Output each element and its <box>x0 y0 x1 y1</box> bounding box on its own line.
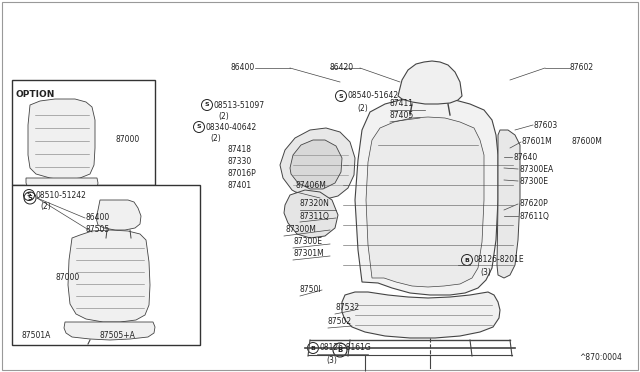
Text: 87502: 87502 <box>328 317 352 327</box>
Text: 87602: 87602 <box>570 64 594 73</box>
Text: 87532: 87532 <box>335 304 359 312</box>
Text: OPTION: OPTION <box>16 90 56 99</box>
Text: 08340-40642: 08340-40642 <box>205 122 256 131</box>
Text: 87405: 87405 <box>390 112 414 121</box>
Text: 87406M: 87406M <box>296 182 327 190</box>
Text: B: B <box>465 257 469 263</box>
Text: 08126-8201E: 08126-8201E <box>473 256 524 264</box>
Polygon shape <box>366 117 484 287</box>
Polygon shape <box>28 99 95 180</box>
Text: 08126-8161G: 08126-8161G <box>319 343 371 353</box>
Text: B: B <box>337 347 342 353</box>
Text: (3): (3) <box>326 356 337 365</box>
Text: 87300E: 87300E <box>294 237 323 247</box>
Text: 87320N: 87320N <box>300 199 330 208</box>
Text: 08510-51242: 08510-51242 <box>35 190 86 199</box>
Text: 87016P: 87016P <box>228 170 257 179</box>
Text: S: S <box>205 103 209 108</box>
Text: 8750l: 8750l <box>300 285 322 295</box>
Text: 87601M: 87601M <box>522 138 553 147</box>
Text: 87603: 87603 <box>534 121 558 129</box>
Bar <box>12 80 155 185</box>
Text: 86400: 86400 <box>231 64 255 73</box>
Polygon shape <box>355 98 498 295</box>
Text: 87611Q: 87611Q <box>519 212 549 221</box>
Text: 86420: 86420 <box>330 64 354 73</box>
Polygon shape <box>398 61 462 104</box>
Text: (2): (2) <box>218 112 228 122</box>
Polygon shape <box>26 178 98 194</box>
Text: 87505: 87505 <box>85 225 109 234</box>
Text: 86400: 86400 <box>85 214 109 222</box>
Text: 87330: 87330 <box>228 157 252 167</box>
Text: S: S <box>339 93 343 99</box>
Text: 87640: 87640 <box>513 153 537 161</box>
Polygon shape <box>96 200 141 230</box>
Text: 87300E: 87300E <box>519 176 548 186</box>
Text: 87000: 87000 <box>55 273 79 282</box>
Text: (2): (2) <box>357 103 368 112</box>
Polygon shape <box>64 322 155 340</box>
Text: S: S <box>196 125 202 129</box>
Polygon shape <box>280 128 355 200</box>
Polygon shape <box>284 190 338 238</box>
Text: 87311Q: 87311Q <box>300 212 330 221</box>
Polygon shape <box>68 230 150 322</box>
Bar <box>12 185 200 345</box>
Text: 87000: 87000 <box>115 135 140 144</box>
Text: B: B <box>310 346 316 350</box>
Polygon shape <box>290 140 342 189</box>
Text: (2): (2) <box>210 135 221 144</box>
Text: 87418: 87418 <box>228 145 252 154</box>
Text: ^870:0004: ^870:0004 <box>579 353 622 362</box>
Text: (3): (3) <box>480 267 491 276</box>
Text: 87300M: 87300M <box>285 225 316 234</box>
Polygon shape <box>497 130 520 278</box>
Text: 87600M: 87600M <box>572 138 603 147</box>
Text: S: S <box>27 192 31 198</box>
Text: 87501A: 87501A <box>22 330 51 340</box>
Text: 87300EA: 87300EA <box>519 164 553 173</box>
Text: S: S <box>28 195 33 201</box>
Text: 08513-51097: 08513-51097 <box>213 100 264 109</box>
Text: 87411: 87411 <box>390 99 414 109</box>
Text: 08540-51642: 08540-51642 <box>347 92 398 100</box>
Text: 87620P: 87620P <box>519 199 548 208</box>
Text: (2): (2) <box>40 202 51 212</box>
Text: 87301M: 87301M <box>294 250 324 259</box>
Text: 87505+A: 87505+A <box>100 330 136 340</box>
Text: 87401: 87401 <box>228 182 252 190</box>
Polygon shape <box>342 292 500 338</box>
